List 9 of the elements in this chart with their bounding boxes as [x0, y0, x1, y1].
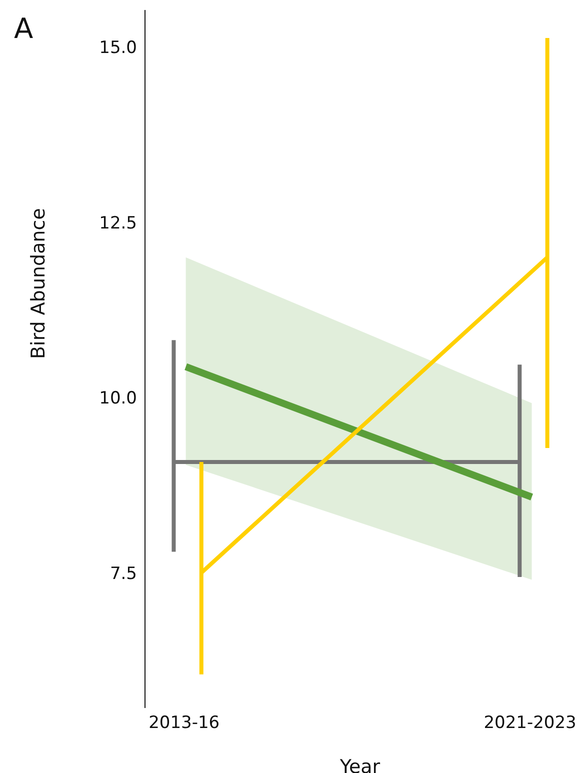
x-tick-label: 2013-16: [148, 713, 220, 734]
x-tick-label: 2021-2023: [484, 713, 576, 734]
y-tick-label: 7.5: [110, 564, 137, 584]
x-axis-title: Year: [338, 756, 380, 773]
y-tick-label: 15.0: [99, 38, 137, 58]
annotation: A: [14, 12, 34, 45]
y-axis-title: Bird Abundance: [28, 208, 50, 359]
y-tick-label: 10.0: [99, 388, 137, 409]
y-tick-label: 12.5: [99, 213, 137, 234]
